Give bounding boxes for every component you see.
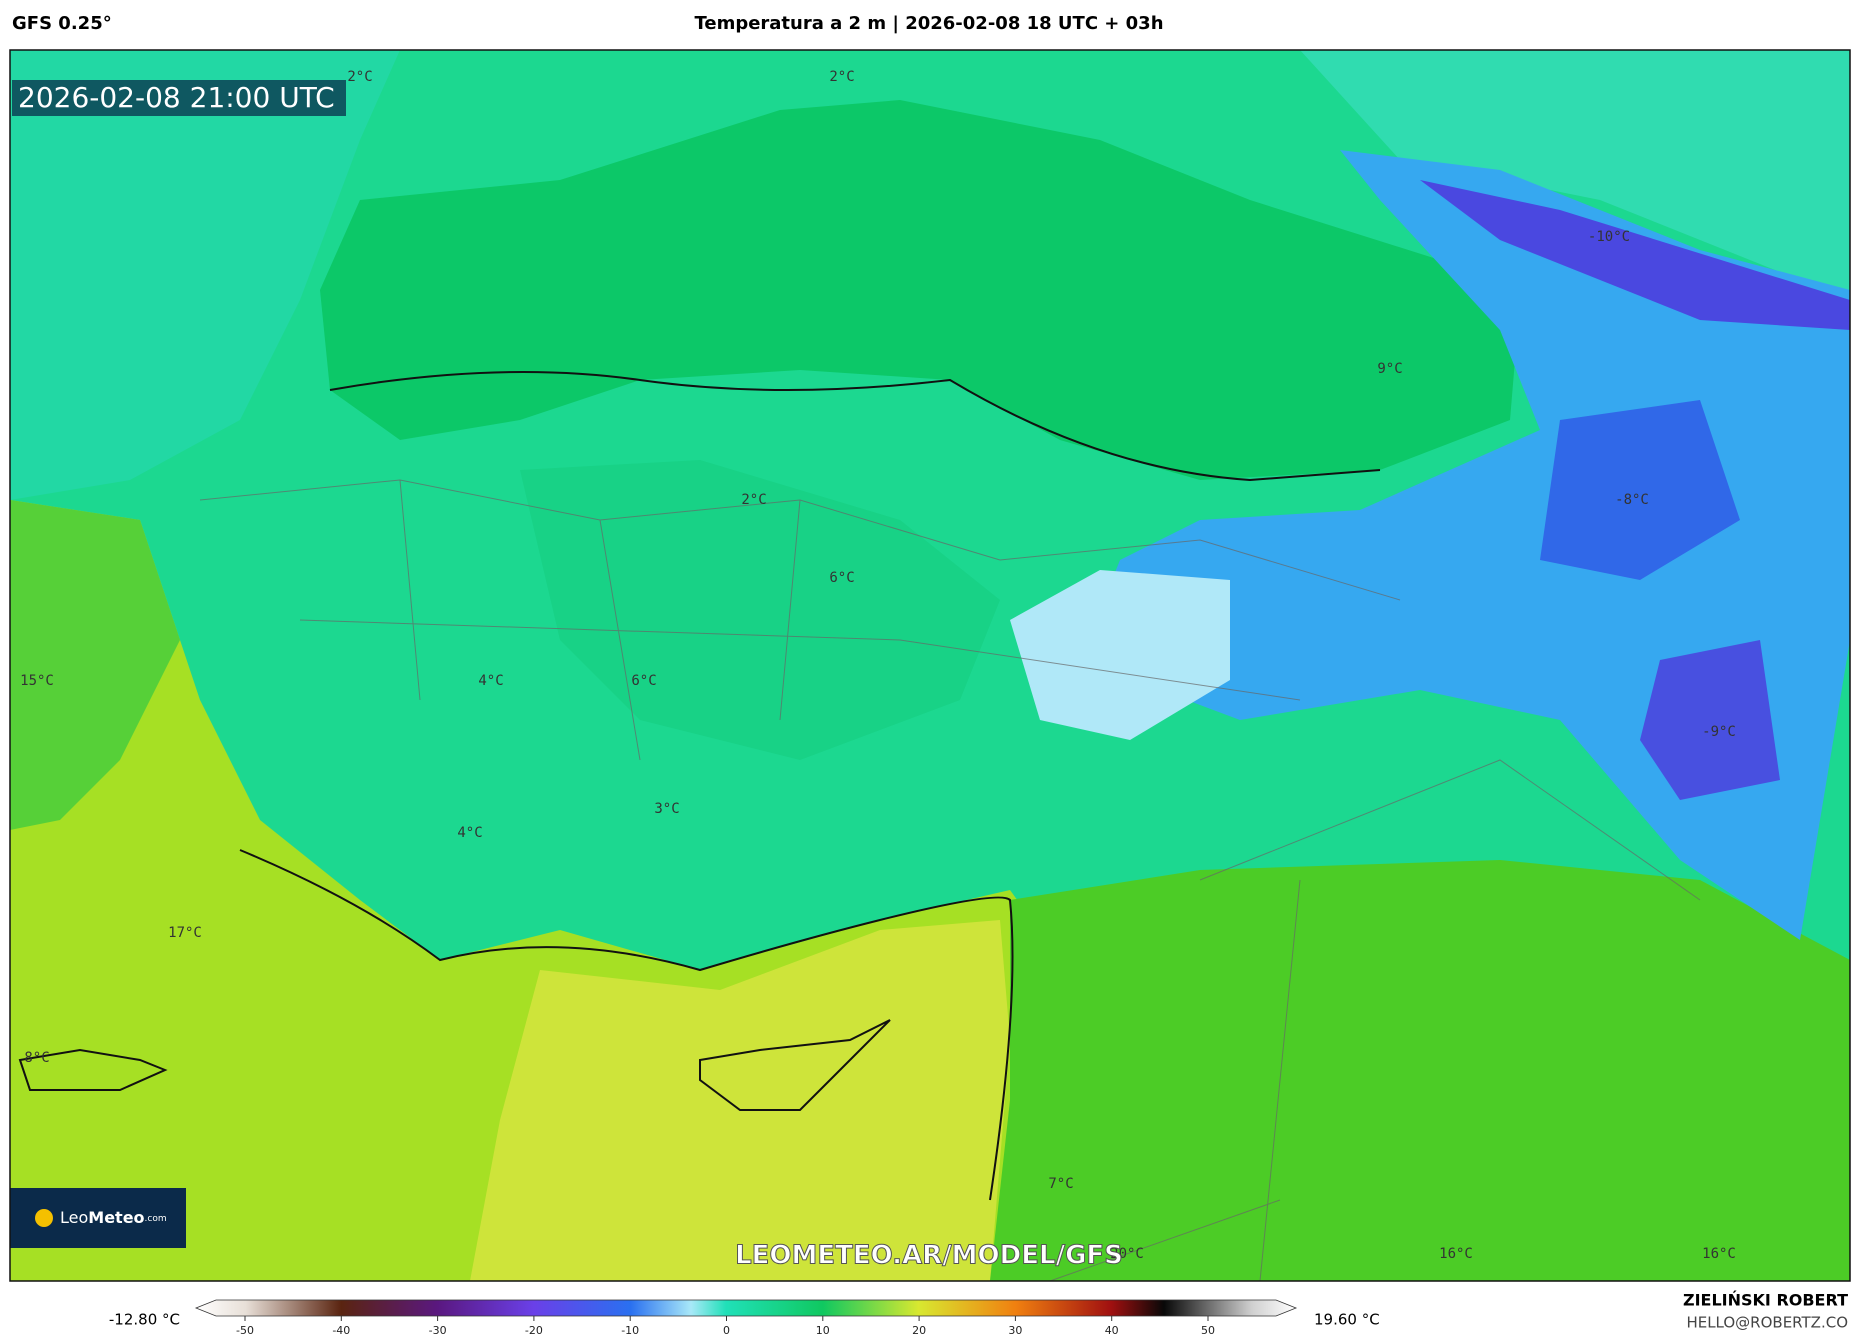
temp-label: 6°C	[829, 570, 854, 586]
temp-label: 9°C	[1377, 361, 1402, 377]
temp-label: 2°C	[347, 69, 372, 85]
coastline	[329, 371, 1381, 482]
colorbar-tick-label: 10	[816, 1324, 830, 1337]
crete	[18, 1048, 168, 1091]
logo-part: Meteo	[88, 1208, 144, 1227]
temp-label: 7°C	[1048, 1176, 1073, 1192]
colorbar: -50 -40 -30 -20 -10 0 10 20 30 40 50	[194, 1299, 1298, 1337]
temp-label: 20°C	[1110, 1246, 1144, 1262]
cold-core-south	[1640, 640, 1780, 800]
temp-label: -10°C	[1588, 229, 1630, 245]
temp-label: 16°C	[1439, 1246, 1473, 1262]
anatolia-center	[520, 460, 1000, 760]
black-sea	[320, 100, 1520, 480]
temp-label: 15°C	[20, 673, 54, 689]
colorbar-min: -12.80 °C	[109, 1311, 180, 1329]
cyprus	[699, 1019, 891, 1111]
temp-label: 17°C	[168, 925, 202, 941]
temp-label: 4°C	[478, 673, 503, 689]
syria-iraq	[990, 860, 1850, 1281]
colorbar-bar	[194, 1299, 1298, 1317]
colorbar-tick-label: 20	[912, 1324, 926, 1337]
caucasus-cold	[1420, 180, 1850, 330]
email: HELLO@ROBERTZ.CO	[1686, 1314, 1848, 1332]
colorbar-max: 19.60 °C	[1314, 1311, 1380, 1329]
levantine-basin	[470, 920, 1010, 1281]
temp-label: 6°C	[631, 673, 656, 689]
logo-suffix: .com	[145, 1214, 167, 1224]
cold-plateau	[1010, 570, 1230, 740]
watermark: LEOMETEO.AR/MODEL/GFS	[735, 1241, 1123, 1271]
temp-label: 4°C	[457, 825, 482, 841]
colorbar-tick-label: 30	[1008, 1324, 1022, 1337]
colorbar-tick-label: 40	[1105, 1324, 1119, 1337]
timestamp: 2026-02-08 21:00 UTC	[18, 81, 335, 114]
timestamp-box	[12, 80, 346, 116]
temp-label: -9°C	[1702, 724, 1736, 740]
colorbar-tick-label: -40	[332, 1324, 350, 1337]
author: ZIELIŃSKI ROBERT	[1683, 1291, 1848, 1310]
temp-label: 16°C	[1702, 1246, 1736, 1262]
logo-sun	[35, 1209, 53, 1227]
colorbar-tick-label: -50	[236, 1324, 254, 1337]
logo-text: LeoMeteo.com	[60, 1208, 167, 1227]
colorbar-tick-label: -30	[429, 1324, 447, 1337]
map-title: Temperatura a 2 m | 2026-02-08 18 UTC + …	[694, 13, 1163, 34]
temp-label: 2°C	[829, 69, 854, 85]
colorbar-tick-label: 0	[723, 1324, 730, 1337]
colorbar-tick-label: -20	[525, 1324, 543, 1337]
coastline	[239, 849, 1014, 1201]
admin-borders	[199, 479, 1701, 1281]
aegean-west	[10, 500, 180, 830]
temp-label: 2°C	[741, 492, 766, 508]
colorbar-tick-label: 50	[1201, 1324, 1215, 1337]
map-frame	[9, 49, 1851, 1282]
model-name: GFS 0.25°	[12, 13, 112, 34]
cold-core-north	[1540, 400, 1740, 580]
temp-label: 8°C	[24, 1050, 49, 1066]
logo-part: Leo	[60, 1208, 88, 1227]
caucasus-area	[1300, 50, 1850, 300]
temp-label: -8°C	[1615, 492, 1649, 508]
balkans-area	[10, 50, 400, 500]
colorbar-tick-label: -10	[621, 1324, 639, 1337]
map: 2°C 2°C -10°C 9°C 2°C -8°C 6°C 15°C 4°C …	[10, 50, 1850, 1281]
temp-label: 3°C	[654, 801, 679, 817]
